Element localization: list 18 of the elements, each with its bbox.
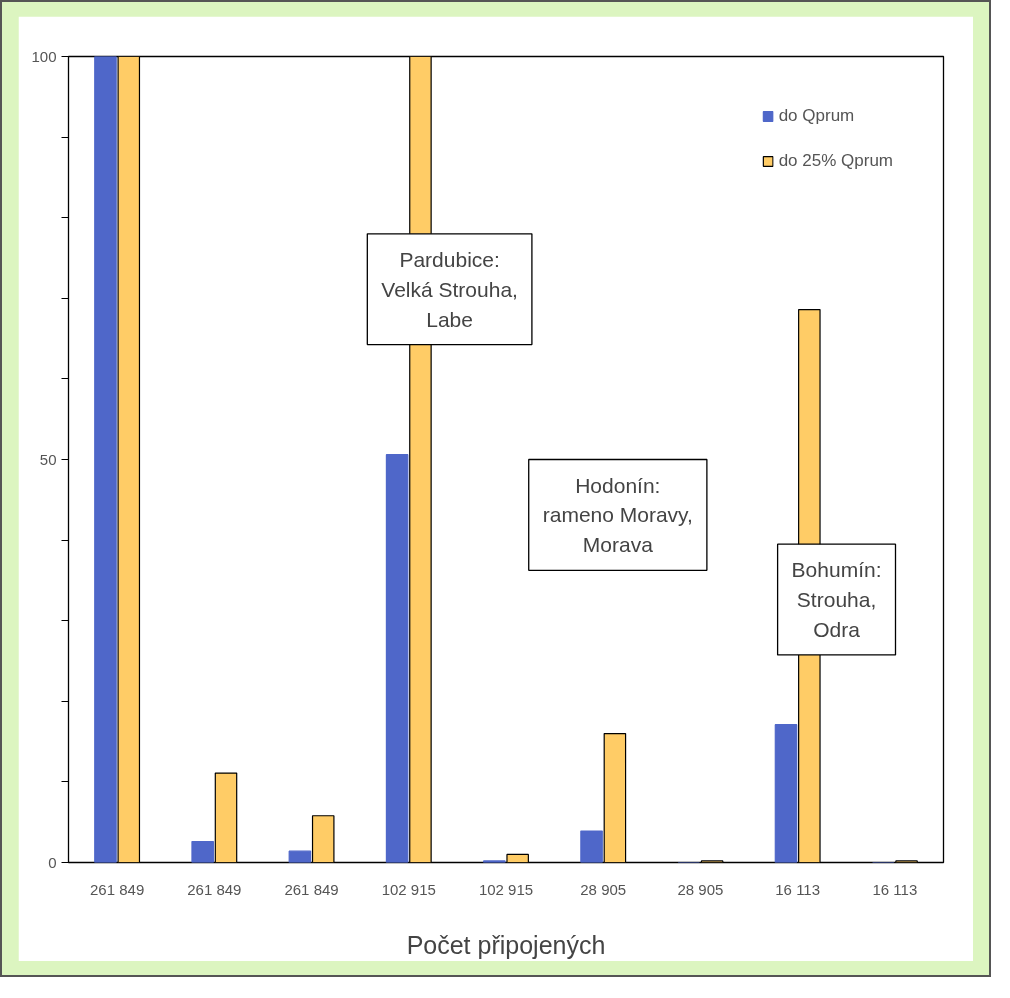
x-tick-label: 28 905 — [580, 880, 627, 898]
annotation: Bohumín: Strouha, Odra — [791, 558, 882, 641]
legend-label: do 25% Qprum — [778, 151, 893, 171]
x-tick-label: 261 849 — [284, 880, 339, 898]
annotation: Pardubice: Velká Strouha, Labe — [381, 247, 518, 331]
y-tick-label: 50 — [39, 450, 57, 468]
x-axis-title: Počet připojených — [406, 930, 606, 959]
x-tick-label: 261 849 — [187, 880, 242, 898]
x-tick-label: 102 915 — [478, 880, 534, 898]
x-tick-label: 16 113 — [872, 880, 918, 898]
x-tick-label: 261 849 — [90, 880, 145, 898]
x-tick-label: 28 905 — [677, 880, 724, 898]
y-tick-label: 100 — [31, 47, 57, 65]
x-tick-label: 102 915 — [381, 880, 436, 898]
annotation: Hodonín: rameno Moravy, Morava — [542, 473, 693, 557]
y-tick-label: 0 — [48, 853, 57, 871]
x-tick-label: 16 113 — [775, 880, 821, 898]
legend-label: do Qprum — [778, 106, 855, 126]
